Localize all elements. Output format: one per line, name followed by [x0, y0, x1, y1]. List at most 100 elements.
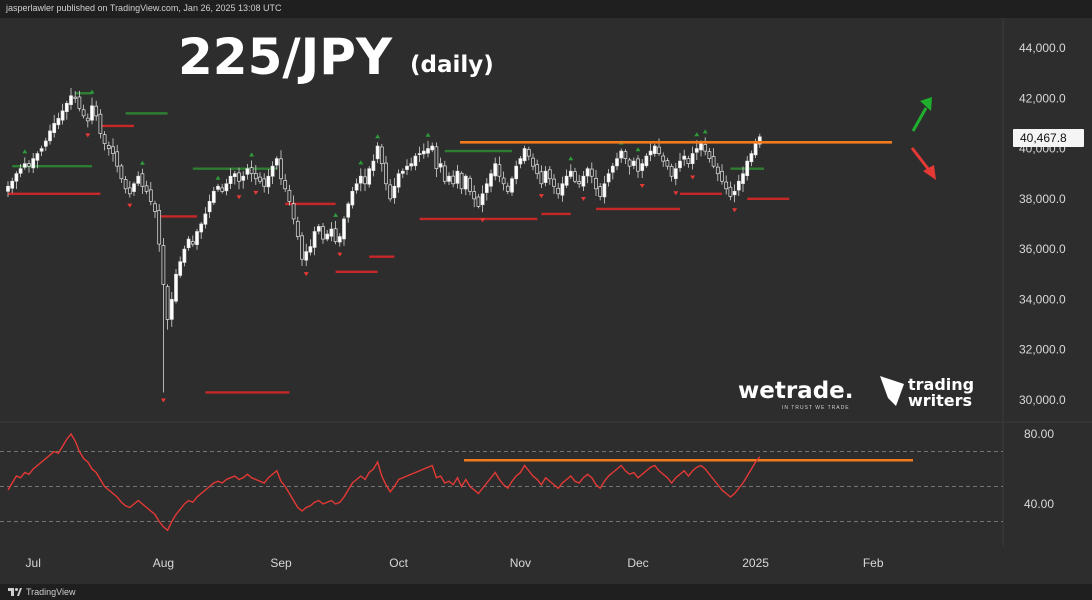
- signal-up-marker: [89, 89, 95, 94]
- candle-body: [190, 241, 195, 245]
- price-tick-label: 44,000.0: [1019, 41, 1066, 55]
- candle-body: [539, 171, 544, 185]
- candle-body: [178, 261, 183, 276]
- candle-body: [493, 163, 498, 177]
- candle-body: [421, 150, 426, 155]
- candle-body: [757, 136, 762, 145]
- price-axis: 44,000.042,000.040,000.038,000.036,000.0…: [1019, 41, 1066, 407]
- candle-body: [220, 187, 225, 192]
- candle-body: [157, 210, 162, 245]
- candle-body: [631, 160, 636, 166]
- candle-body: [249, 167, 254, 175]
- candle-body: [287, 189, 292, 202]
- candle-body: [459, 172, 464, 190]
- candle-body: [455, 170, 460, 184]
- candle-body: [295, 220, 300, 237]
- signal-up-marker: [139, 160, 145, 165]
- candle-body: [606, 173, 611, 183]
- candle-body: [711, 156, 716, 167]
- candle-body: [480, 193, 485, 206]
- resistance-lines: [460, 140, 913, 462]
- candle-body: [535, 164, 540, 175]
- candle-body: [400, 170, 405, 174]
- direction-arrows: [910, 97, 936, 180]
- chart-title: 225/JPY: [178, 28, 393, 86]
- candle-body: [262, 178, 267, 187]
- candle-body: [619, 150, 624, 159]
- last-price-tag: 40,467.8: [1013, 129, 1084, 147]
- signal-up-marker: [694, 132, 700, 137]
- candle-body: [279, 158, 283, 180]
- candle-body: [199, 223, 204, 233]
- candle-body: [501, 177, 506, 185]
- time-tick-label: Sep: [270, 556, 292, 570]
- candle-body: [144, 185, 149, 192]
- candle-body: [22, 163, 27, 168]
- candle-body: [195, 231, 199, 245]
- candle-body: [753, 141, 758, 156]
- candle-body: [531, 157, 535, 167]
- candle-body: [31, 158, 36, 169]
- candle-body: [14, 173, 19, 182]
- breakout-up-arrow-icon: [920, 97, 932, 111]
- candle-body: [43, 140, 48, 147]
- signal-up-marker: [249, 152, 255, 157]
- candle-body: [60, 110, 65, 121]
- candle-body: [153, 203, 157, 212]
- candle-body: [405, 165, 409, 170]
- candle-body: [388, 184, 393, 200]
- candle-body: [707, 151, 712, 159]
- candle-body: [438, 163, 443, 168]
- signal-down-marker: [85, 133, 91, 138]
- candle-body: [451, 175, 456, 185]
- candle-body: [211, 190, 216, 203]
- candle-body: [577, 181, 582, 185]
- signal-down-marker: [673, 191, 679, 196]
- candle-body: [648, 150, 653, 156]
- candle-body: [136, 175, 141, 184]
- time-tick-label: Feb: [863, 556, 884, 570]
- candle-body: [123, 179, 128, 190]
- candle-body: [392, 185, 397, 199]
- candle-body: [337, 236, 342, 243]
- publisher-bar: jasperlawler published on TradingView.co…: [0, 0, 1092, 18]
- candle-body: [661, 155, 666, 162]
- candle-body: [228, 175, 233, 184]
- candle-body: [132, 183, 136, 192]
- signal-down-marker: [160, 398, 166, 403]
- signal-up-marker: [568, 156, 574, 161]
- trailing-stop-segments: [8, 92, 790, 394]
- candle-body: [615, 158, 619, 167]
- candle-body: [258, 176, 262, 182]
- time-axis: Jul Aug Sep Oct Nov Dec 2025 Feb: [26, 556, 884, 570]
- candle-body: [396, 173, 401, 188]
- price-tick-label: 30,000.0: [1019, 393, 1066, 407]
- candle-body: [186, 238, 191, 249]
- footer-brand: TradingView: [26, 587, 76, 597]
- rsi-axis: 80.00 40.00: [1024, 427, 1054, 511]
- candle-body: [589, 168, 594, 177]
- candle-body: [720, 170, 724, 182]
- candle-body: [560, 183, 565, 196]
- candle-body: [673, 168, 678, 179]
- candle-body: [573, 171, 577, 182]
- rsi-tick-label: 40.00: [1024, 497, 1054, 511]
- candle-body: [161, 245, 166, 285]
- candle-body: [81, 109, 86, 117]
- candle-body: [94, 105, 99, 117]
- candle-body: [148, 189, 153, 202]
- candle-body: [115, 151, 120, 167]
- candle-body: [312, 231, 317, 248]
- candle-body: [463, 175, 468, 190]
- wetrade-tagline: IN TRUST WE TRADE: [782, 405, 850, 411]
- price-tick-label: 38,000.0: [1019, 192, 1066, 206]
- candle-body: [274, 158, 279, 166]
- candle-body: [363, 176, 367, 185]
- signal-up-marker: [375, 134, 381, 139]
- candle-body: [169, 299, 174, 320]
- candle-body: [308, 246, 313, 253]
- candle-body: [325, 233, 330, 240]
- candle-body: [10, 180, 15, 189]
- candle-body: [304, 251, 309, 261]
